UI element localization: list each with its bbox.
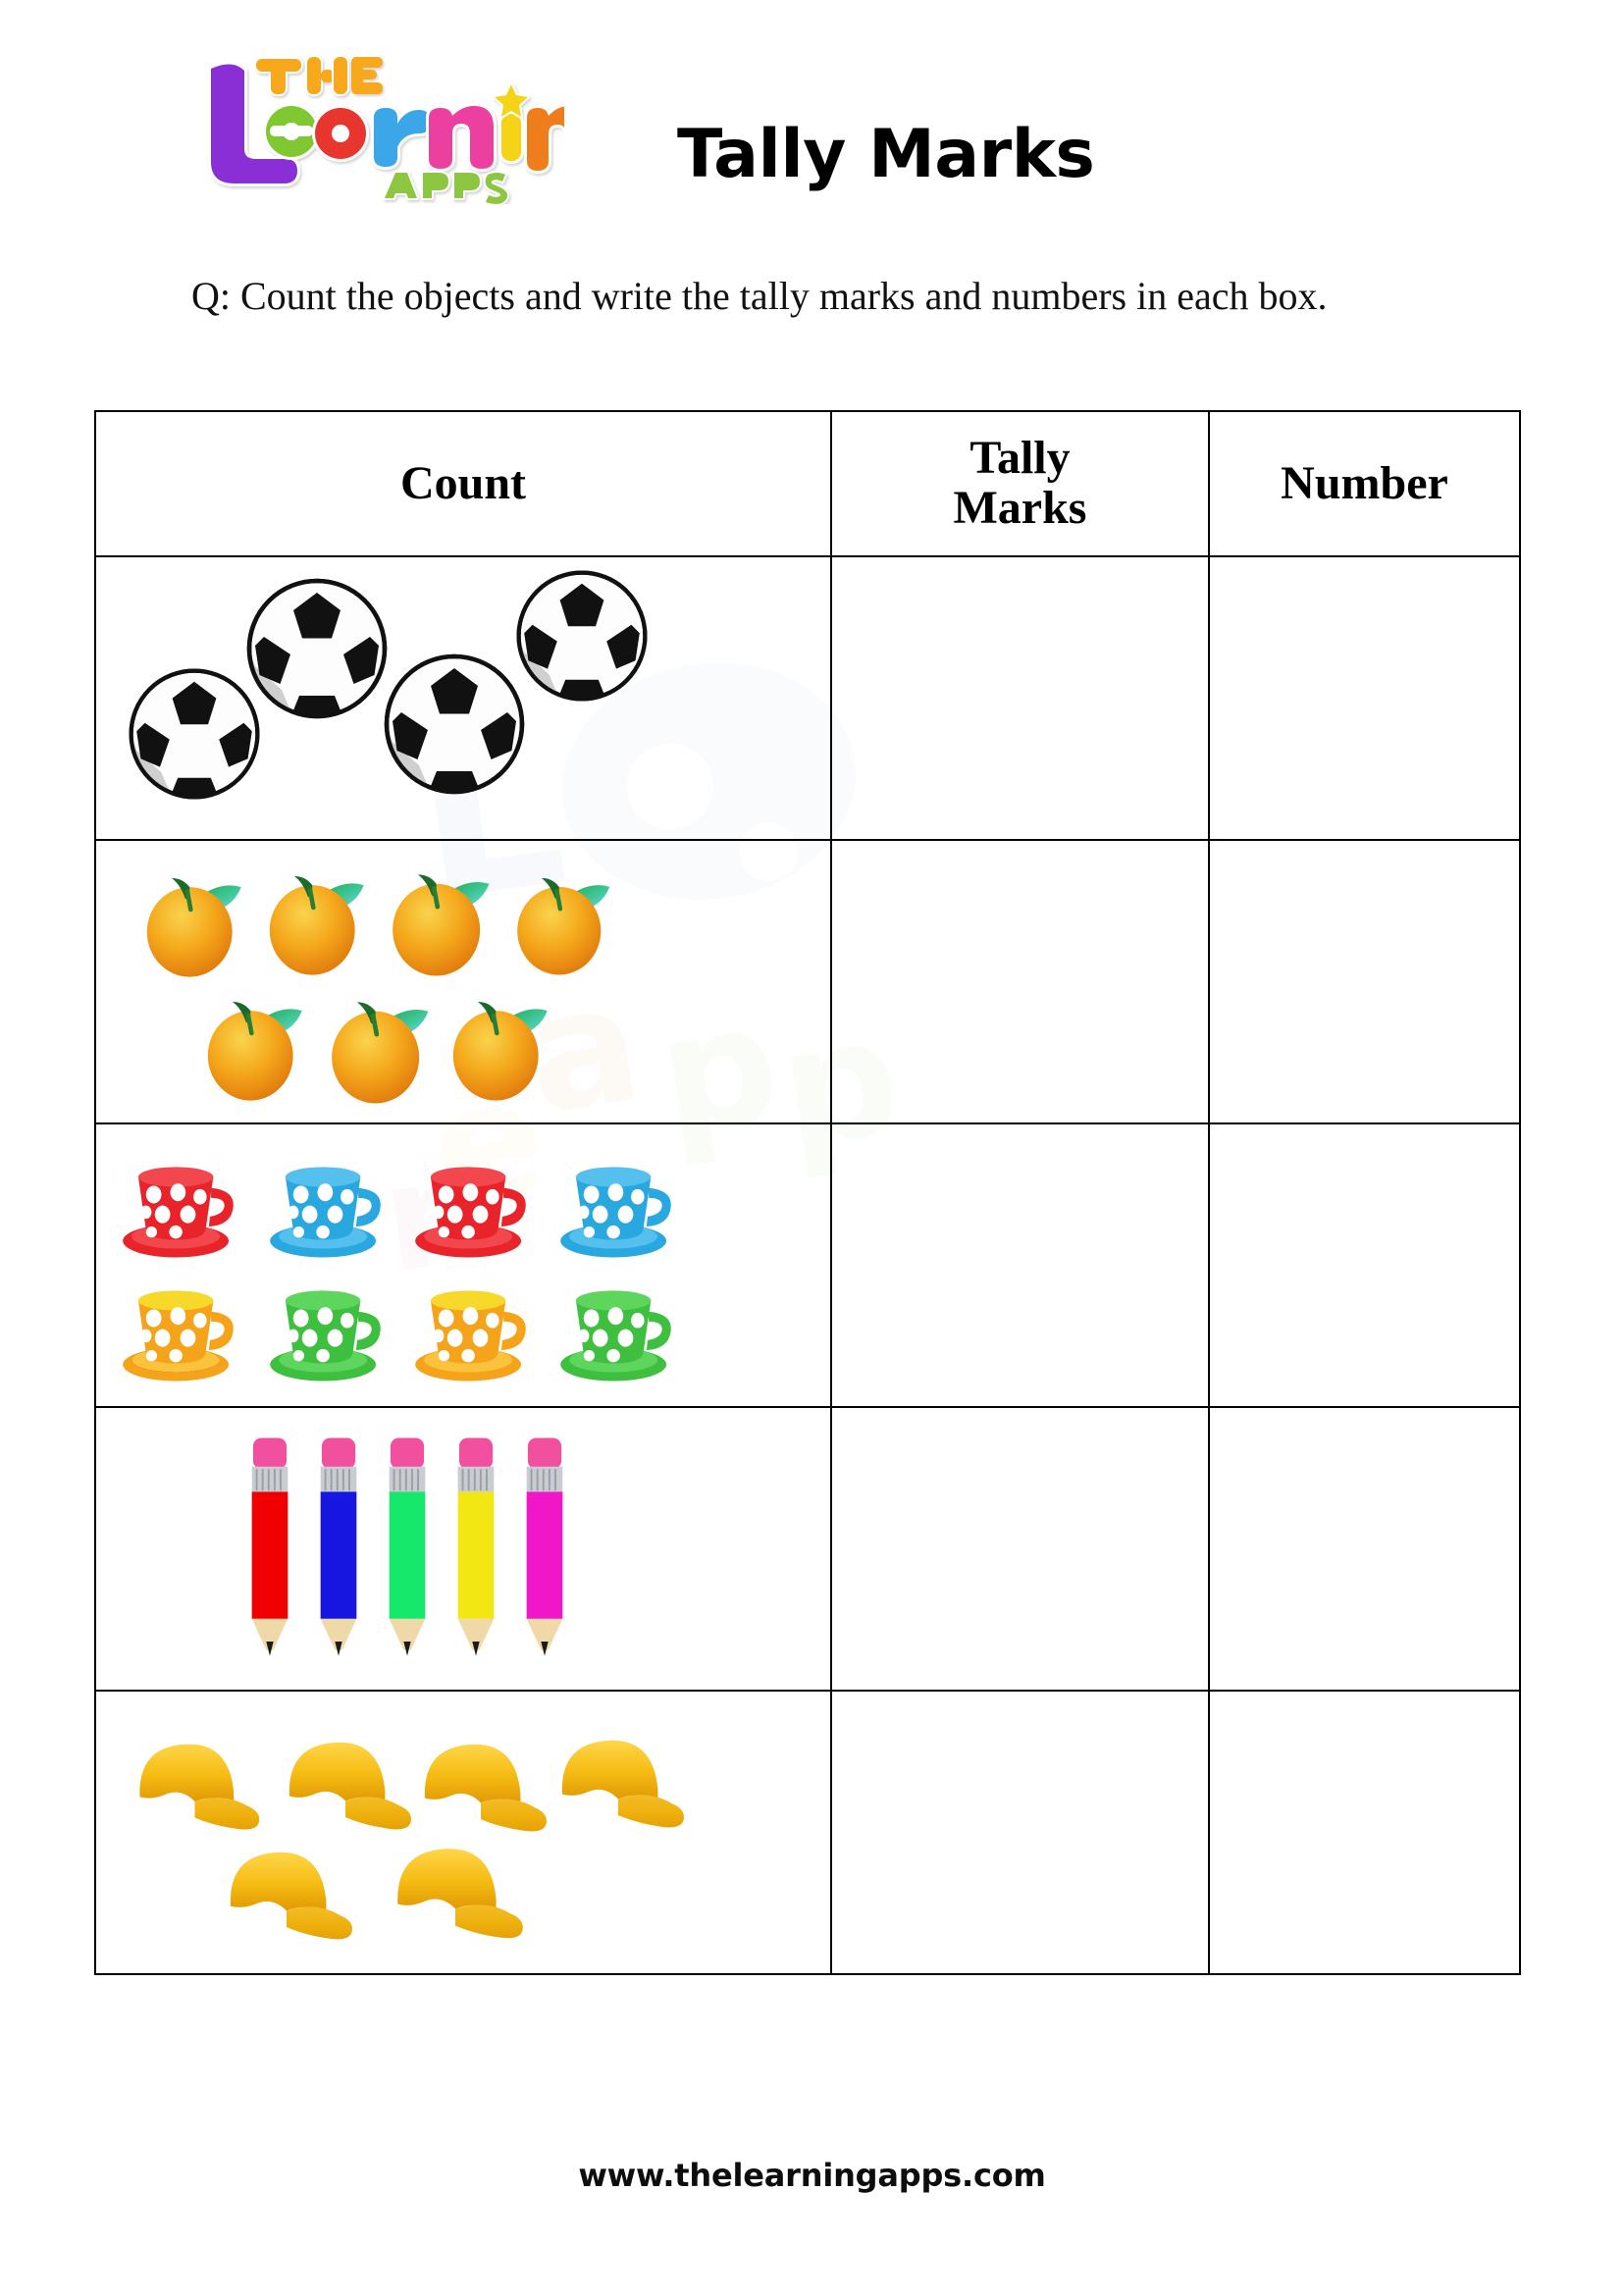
object-group-oranges xyxy=(96,841,830,1122)
soccer-ball-icon xyxy=(129,668,260,800)
orange-icon xyxy=(146,878,241,977)
count-cell-pencils xyxy=(94,1406,832,1692)
orange-icon xyxy=(332,1002,429,1104)
table-row-teacups xyxy=(94,1122,1521,1408)
the-learning-apps-logo xyxy=(172,37,591,206)
number-cell-soccer-balls[interactable] xyxy=(1208,555,1521,841)
page-title: Tally Marks xyxy=(677,116,1095,193)
cap-icon xyxy=(397,1849,523,1939)
soccer-ball-icon xyxy=(384,653,525,795)
teacup-icon xyxy=(123,1167,234,1258)
orange-icon xyxy=(393,874,490,976)
tally-marks-table: Count Tally Marks Number xyxy=(94,410,1521,1975)
cap-icon xyxy=(561,1740,684,1828)
pencil-icon xyxy=(251,1437,288,1656)
column-header-tally-marks: Tally Marks xyxy=(830,410,1210,557)
teacup-icon xyxy=(415,1167,526,1258)
number-cell-oranges[interactable] xyxy=(1208,839,1521,1124)
orange-icon xyxy=(517,877,610,975)
teacup-icon xyxy=(560,1290,671,1382)
tally-header-line2: Marks xyxy=(953,482,1087,534)
cap-icon xyxy=(139,1744,260,1830)
column-header-number: Number xyxy=(1208,410,1521,557)
teacup-icon xyxy=(270,1167,381,1258)
teacup-icon xyxy=(415,1290,526,1382)
soccer-ball-icon xyxy=(246,578,388,719)
table-row-oranges xyxy=(94,839,1521,1124)
cap-icon xyxy=(288,1742,411,1830)
table-header-row: Count Tally Marks Number xyxy=(94,410,1521,557)
cap-icon xyxy=(230,1852,352,1940)
footer-url[interactable]: www.thelearningapps.com xyxy=(578,2157,1046,2194)
teacup-icon xyxy=(270,1290,381,1382)
tally-cell-pencils[interactable] xyxy=(830,1406,1210,1692)
tally-cell-oranges[interactable] xyxy=(830,839,1210,1124)
teacup-icon xyxy=(123,1290,234,1382)
count-cell-soccer-balls xyxy=(94,555,832,841)
cap-icon xyxy=(424,1744,547,1832)
soccer-ball-icon xyxy=(516,570,648,702)
number-cell-teacups[interactable] xyxy=(1208,1122,1521,1408)
orange-icon xyxy=(207,1002,302,1101)
pencil-icon xyxy=(320,1437,357,1656)
tally-cell-teacups[interactable] xyxy=(830,1122,1210,1408)
pencil-icon xyxy=(526,1437,563,1656)
number-cell-caps[interactable] xyxy=(1208,1690,1521,1975)
object-group-caps xyxy=(96,1692,830,1973)
count-cell-teacups xyxy=(94,1122,832,1408)
count-cell-caps xyxy=(94,1690,832,1975)
pencil-icon xyxy=(389,1437,426,1656)
teacup-icon xyxy=(560,1167,671,1258)
tally-cell-caps[interactable] xyxy=(830,1690,1210,1975)
object-group-pencils xyxy=(96,1408,830,1690)
table-row-soccer-balls xyxy=(94,555,1521,841)
count-cell-oranges xyxy=(94,839,832,1124)
tally-header-line1: Tally xyxy=(969,432,1071,485)
column-header-count: Count xyxy=(94,410,832,557)
object-group-soccer-balls xyxy=(96,557,830,839)
tally-cell-soccer-balls[interactable] xyxy=(830,555,1210,841)
instruction-text: Q: Count the objects and write the tally… xyxy=(191,274,1328,318)
object-group-teacups xyxy=(96,1124,830,1406)
number-cell-pencils[interactable] xyxy=(1208,1406,1521,1692)
table-row-caps xyxy=(94,1690,1521,1975)
table-row-pencils xyxy=(94,1406,1521,1692)
orange-icon xyxy=(452,1002,548,1101)
pencil-icon xyxy=(457,1437,495,1656)
orange-icon xyxy=(269,876,364,975)
